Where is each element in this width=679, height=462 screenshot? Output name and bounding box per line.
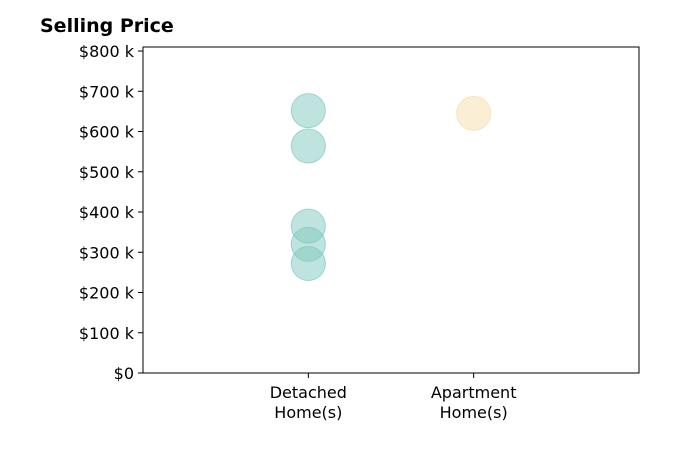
y-tick-label: $600 k bbox=[79, 123, 135, 142]
y-tick-label: $800 k bbox=[79, 42, 135, 61]
y-tick-label: $200 k bbox=[79, 284, 135, 303]
y-tick-label: $100 k bbox=[79, 324, 135, 343]
y-tick-label: $700 k bbox=[79, 82, 135, 101]
y-tick-label: $400 k bbox=[79, 203, 135, 222]
data-point bbox=[290, 128, 326, 164]
x-tick-label: Detached Home(s) bbox=[270, 383, 347, 422]
data-point bbox=[290, 93, 326, 129]
plot-frame bbox=[142, 46, 640, 374]
x-axis: Detached Home(s) Apartment Home(s) bbox=[270, 373, 517, 422]
y-axis: $0 $100 k $200 k $300 k $400 k $500 k $600 k $7… bbox=[79, 42, 143, 383]
data-point bbox=[456, 95, 492, 131]
x-tick-label: Apartment Home(s) bbox=[431, 383, 517, 422]
y-tick-label: $300 k bbox=[79, 243, 135, 262]
y-tick-label: $0 bbox=[114, 364, 134, 383]
y-tick-label: $500 k bbox=[79, 163, 135, 182]
data-point bbox=[290, 246, 326, 282]
chart-title: Selling Price bbox=[40, 15, 174, 37]
points-layer bbox=[290, 93, 492, 282]
